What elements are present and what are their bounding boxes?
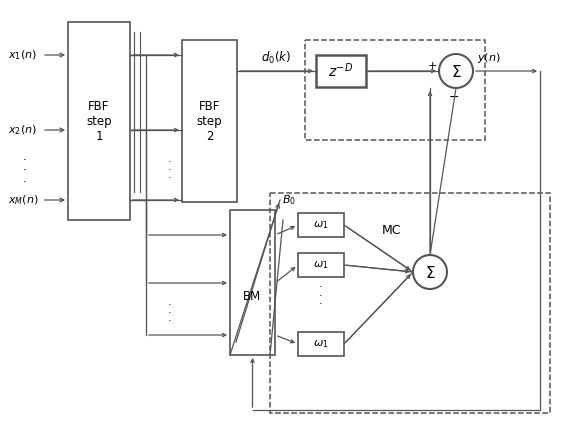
Bar	[298, 213, 344, 237]
Text: $\Sigma$: $\Sigma$	[451, 64, 461, 80]
Bar	[230, 210, 275, 355]
Text: FBF
step
1: FBF step 1	[86, 99, 112, 143]
Text: .
.
.: . . .	[168, 297, 172, 324]
Text: BM: BM	[243, 291, 262, 303]
Text: MC: MC	[382, 223, 402, 237]
Bar	[68, 22, 130, 220]
Text: $y(n)$: $y(n)$	[477, 51, 501, 65]
Text: −: −	[449, 91, 460, 104]
Circle shape	[413, 255, 447, 289]
Text: FBF
step
2: FBF step 2	[197, 99, 223, 143]
Bar	[270, 193, 550, 413]
Bar	[316, 55, 366, 87]
Text: $\omega_1$: $\omega_1$	[313, 219, 329, 231]
Text: $x_M(n)$: $x_M(n)$	[8, 193, 39, 207]
Text: .
.
.: . . .	[23, 149, 27, 184]
Text: .
.
.: . . .	[319, 279, 323, 306]
Text: .
.
.: . . .	[168, 154, 172, 180]
Text: $d_0(k)$: $d_0(k)$	[261, 50, 291, 66]
Text: $x_1(n)$: $x_1(n)$	[8, 48, 37, 62]
Text: $\Sigma$: $\Sigma$	[425, 265, 435, 281]
Text: +: +	[428, 61, 437, 71]
Circle shape	[439, 54, 473, 88]
Bar	[298, 332, 344, 356]
Bar	[182, 40, 237, 202]
Text: $B_0$: $B_0$	[282, 193, 296, 207]
Bar	[305, 40, 485, 140]
Text: $z^{-D}$: $z^{-D}$	[328, 62, 354, 80]
Text: $\omega_1$: $\omega_1$	[313, 338, 329, 350]
Text: $x_2(n)$: $x_2(n)$	[8, 123, 37, 137]
Bar	[298, 253, 344, 277]
Text: $\omega_1$: $\omega_1$	[313, 259, 329, 271]
